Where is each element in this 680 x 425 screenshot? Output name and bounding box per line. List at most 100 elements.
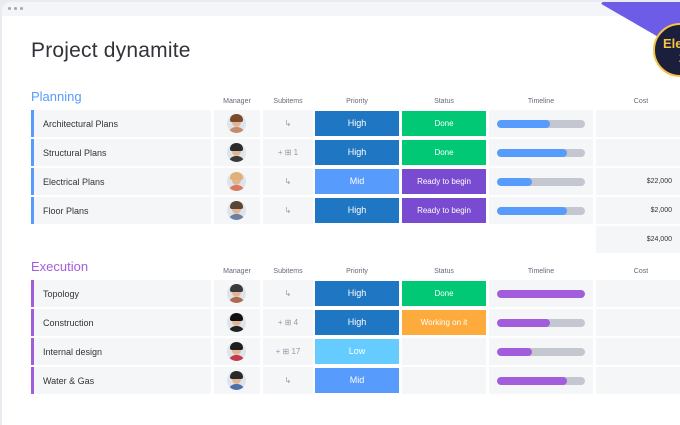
manager-cell[interactable] xyxy=(214,197,260,224)
planning-col-subitems[interactable]: Subitems xyxy=(273,98,303,105)
timeline-cell[interactable] xyxy=(489,168,593,195)
execution-col-subitems[interactable]: Subitems xyxy=(273,268,303,275)
timeline-bar[interactable] xyxy=(497,207,585,215)
subitems-count[interactable]: + ⊞ 17 xyxy=(275,347,301,356)
execution-col-manager[interactable]: Manager xyxy=(223,268,251,275)
priority-pill[interactable]: Mid xyxy=(315,169,399,194)
status-pill[interactable]: Ready to begin xyxy=(402,198,486,223)
timeline-cell[interactable] xyxy=(489,338,593,365)
subitems-icon[interactable]: ↳ xyxy=(284,206,292,215)
manager-cell[interactable] xyxy=(214,309,260,336)
subitems-cell[interactable]: ↳ xyxy=(263,197,313,224)
planning-col-cost[interactable]: Cost xyxy=(633,98,649,105)
subitems-icon[interactable]: ↳ xyxy=(284,376,292,385)
window-dot-icon[interactable] xyxy=(14,7,17,10)
timeline-bar[interactable] xyxy=(497,377,585,385)
subitems-icon[interactable]: ↳ xyxy=(284,119,292,128)
item-name[interactable]: Floor Plans xyxy=(31,197,211,224)
cost-cell[interactable] xyxy=(596,139,680,166)
timeline-cell[interactable] xyxy=(489,367,593,394)
subitems-count[interactable]: + ⊞ 4 xyxy=(277,318,299,327)
execution-row[interactable]: Internal design + ⊞ 17 Low xyxy=(31,338,680,365)
manager-cell[interactable] xyxy=(214,280,260,307)
subitems-icon[interactable]: ↳ xyxy=(284,289,292,298)
subitems-cell[interactable]: + ⊞ 4 xyxy=(263,309,313,336)
priority-pill[interactable]: Low xyxy=(315,339,399,364)
timeline-bar[interactable] xyxy=(497,178,585,186)
planning-col-timeline[interactable]: Timeline xyxy=(527,98,555,105)
status-cell-empty[interactable] xyxy=(402,367,486,394)
window-dot-icon[interactable] xyxy=(8,7,11,10)
timeline-cell[interactable] xyxy=(489,309,593,336)
avatar[interactable] xyxy=(227,342,246,361)
avatar[interactable] xyxy=(227,371,246,390)
subitems-cell[interactable]: ↳ xyxy=(263,367,313,394)
timeline-bar[interactable] xyxy=(497,319,585,327)
planning-group-title[interactable]: Planning xyxy=(31,89,82,104)
subitems-cell[interactable]: + ⊞ 17 xyxy=(263,338,313,365)
execution-col-cost[interactable]: Cost xyxy=(633,268,649,275)
window-dot-icon[interactable] xyxy=(20,7,23,10)
status-pill[interactable]: Done xyxy=(402,281,486,306)
item-name[interactable]: Construction xyxy=(31,309,211,336)
cost-cell[interactable]: $22,000 xyxy=(596,168,680,195)
planning-row[interactable]: Architectural Plans ↳ High Done xyxy=(31,110,680,137)
planning-col-priority[interactable]: Priority xyxy=(346,98,368,105)
priority-pill[interactable]: High xyxy=(315,281,399,306)
priority-pill[interactable]: Mid xyxy=(315,368,399,393)
status-pill[interactable]: Done xyxy=(402,111,486,136)
timeline-cell[interactable] xyxy=(489,197,593,224)
item-name[interactable]: Electrical Plans xyxy=(31,168,211,195)
priority-pill[interactable]: High xyxy=(315,111,399,136)
execution-col-timeline[interactable]: Timeline xyxy=(527,268,555,275)
manager-cell[interactable] xyxy=(214,139,260,166)
priority-pill[interactable]: High xyxy=(315,140,399,165)
avatar[interactable] xyxy=(227,143,246,162)
status-cell-empty[interactable] xyxy=(402,338,486,365)
timeline-cell[interactable] xyxy=(489,139,593,166)
timeline-cell[interactable] xyxy=(489,110,593,137)
cost-cell[interactable] xyxy=(596,338,680,365)
execution-row[interactable]: Construction + ⊞ 4 High Working on it xyxy=(31,309,680,336)
status-pill[interactable]: Done xyxy=(402,140,486,165)
timeline-bar[interactable] xyxy=(497,120,585,128)
manager-cell[interactable] xyxy=(214,367,260,394)
cost-cell[interactable] xyxy=(596,110,680,137)
status-pill[interactable]: Ready to begin xyxy=(402,169,486,194)
planning-col-status[interactable]: Status xyxy=(434,98,454,105)
planning-row[interactable]: Floor Plans ↳ High Ready to begin $2,000 xyxy=(31,197,680,224)
priority-pill[interactable]: High xyxy=(315,310,399,335)
item-name[interactable]: Topology xyxy=(31,280,211,307)
avatar[interactable] xyxy=(227,284,246,303)
timeline-bar[interactable] xyxy=(497,348,585,356)
cost-cell[interactable] xyxy=(596,367,680,394)
planning-row[interactable]: Electrical Plans ↳ Mid Ready to begin $22,00… xyxy=(31,168,680,195)
subitems-cell[interactable]: ↳ xyxy=(263,110,313,137)
manager-cell[interactable] xyxy=(214,338,260,365)
status-pill[interactable]: Working on it xyxy=(402,310,486,335)
item-name[interactable]: Water & Gas xyxy=(31,367,211,394)
execution-row[interactable]: Water & Gas ↳ Mid xyxy=(31,367,680,394)
planning-col-manager[interactable]: Manager xyxy=(223,98,251,105)
timeline-cell[interactable] xyxy=(489,280,593,307)
execution-col-status[interactable]: Status xyxy=(434,268,454,275)
cost-cell[interactable] xyxy=(596,280,680,307)
subitems-cell[interactable]: ↳ xyxy=(263,280,313,307)
item-name[interactable]: Architectural Plans xyxy=(31,110,211,137)
subitems-icon[interactable]: ↳ xyxy=(284,177,292,186)
item-name[interactable]: Internal design xyxy=(31,338,211,365)
subitems-cell[interactable]: + ⊞ 1 xyxy=(263,139,313,166)
cost-cell[interactable]: $2,000 xyxy=(596,197,680,224)
execution-col-priority[interactable]: Priority xyxy=(346,268,368,275)
avatar[interactable] xyxy=(227,172,246,191)
subitems-count[interactable]: + ⊞ 1 xyxy=(277,148,299,157)
avatar[interactable] xyxy=(227,114,246,133)
avatar[interactable] xyxy=(227,201,246,220)
manager-cell[interactable] xyxy=(214,168,260,195)
timeline-bar[interactable] xyxy=(497,149,585,157)
item-name[interactable]: Structural Plans xyxy=(31,139,211,166)
execution-group-title[interactable]: Execution xyxy=(31,259,89,274)
cost-cell[interactable] xyxy=(596,309,680,336)
avatar[interactable] xyxy=(227,313,246,332)
planning-row[interactable]: Structural Plans + ⊞ 1 High Done xyxy=(31,139,680,166)
